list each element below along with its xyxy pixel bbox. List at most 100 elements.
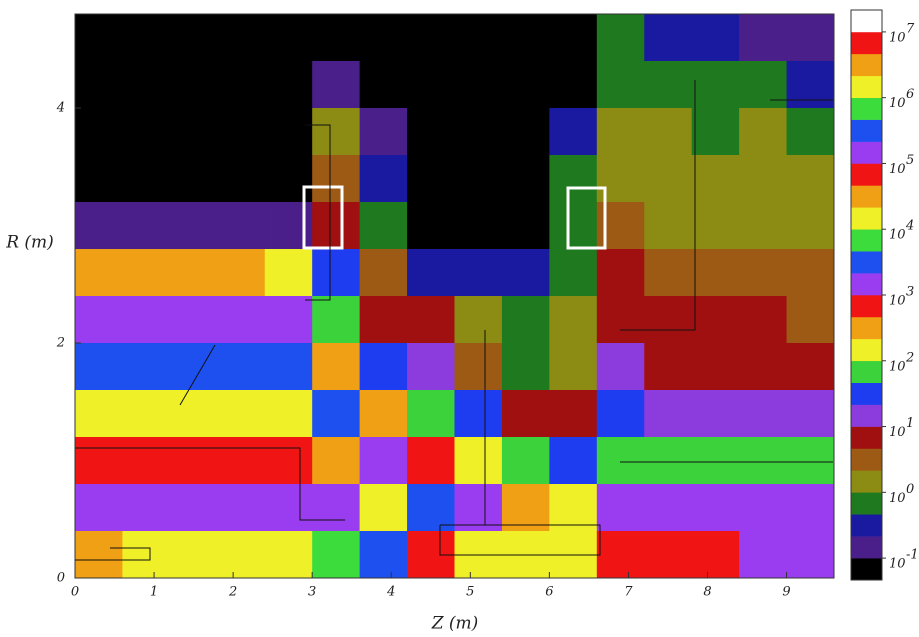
heat-cell (122, 343, 170, 391)
heat-cell (312, 61, 360, 109)
heat-cell (217, 484, 265, 532)
heat-cell (75, 249, 123, 297)
colorbar-band (851, 383, 882, 405)
colorbar-band (851, 317, 882, 339)
page: {"chart_data": { "type": "heatmap", "xla… (0, 0, 919, 637)
heat-cell (787, 108, 835, 156)
heat-cell (739, 296, 787, 344)
heat-cell (549, 108, 597, 156)
heat-cell (549, 249, 597, 297)
heat-cell (407, 296, 455, 344)
heat-cell (502, 437, 550, 485)
x-tick-label: 4 (386, 585, 395, 600)
y-tick-label: 2 (56, 336, 65, 351)
heat-cell (217, 202, 265, 250)
heat-cell (360, 484, 408, 532)
heat-cell (360, 155, 408, 203)
heat-cell (170, 155, 218, 203)
heat-cell (360, 343, 408, 391)
colorbar-tick-base: 10 (889, 30, 906, 45)
heat-cell (265, 61, 313, 109)
heat-cell (502, 61, 550, 109)
heat-cell (122, 108, 170, 156)
heat-cell (75, 14, 123, 62)
y-tick-label: 0 (57, 571, 65, 586)
heat-cell (787, 343, 835, 391)
colorbar-band (851, 120, 882, 142)
heat-cell (312, 531, 360, 579)
heat-cell (217, 437, 265, 485)
heat-cell (312, 390, 360, 438)
heat-cell (407, 14, 455, 62)
heat-cell (75, 437, 123, 485)
heat-cell (455, 343, 503, 391)
heat-cell (739, 249, 787, 297)
heat-cell (122, 296, 170, 344)
heat-cell (644, 155, 692, 203)
colorbar-tick-exponent: 2 (905, 350, 914, 365)
heat-cell (170, 484, 218, 532)
heat-cell (502, 249, 550, 297)
heat-cell (787, 155, 835, 203)
heat-cell (692, 390, 740, 438)
heat-cell (75, 108, 123, 156)
heat-cell (597, 296, 645, 344)
heat-cell (739, 484, 787, 532)
heat-cell (644, 531, 692, 579)
x-tick-label: 7 (624, 585, 633, 600)
heat-cell (739, 343, 787, 391)
heat-cell (312, 437, 360, 485)
heat-cell (644, 108, 692, 156)
heat-cell (739, 390, 787, 438)
heat-cell (739, 14, 787, 62)
heat-cell (739, 531, 787, 579)
heat-cell (787, 531, 835, 579)
heat-cell (692, 531, 740, 579)
heat-cell (75, 531, 123, 579)
x-tick-label: 9 (782, 585, 790, 600)
heat-cell (75, 484, 123, 532)
heat-cell (644, 390, 692, 438)
heat-cell (597, 108, 645, 156)
colorbar-band (851, 536, 882, 558)
heat-cell (170, 437, 218, 485)
heat-cell (692, 296, 740, 344)
heat-cell (75, 202, 123, 250)
heat-cell (692, 202, 740, 250)
heat-cell (549, 343, 597, 391)
colorbar-band (851, 470, 882, 492)
heat-cell (692, 61, 740, 109)
heat-cell (787, 61, 835, 109)
colorbar-band (851, 54, 882, 76)
heat-cell (75, 61, 123, 109)
colorbar-tick-base: 10 (889, 557, 906, 572)
heat-cell (360, 61, 408, 109)
colorbar-tick-exponent: 0 (906, 482, 914, 497)
heat-cell (739, 155, 787, 203)
colorbar-tick-base: 10 (889, 294, 906, 309)
colorbar-tick-exponent: -1 (906, 548, 919, 563)
colorbar-tick-base: 10 (889, 162, 906, 177)
heat-cell (644, 14, 692, 62)
colorbar-tick-exponent: 4 (905, 219, 914, 234)
x-tick-label: 8 (703, 585, 711, 600)
heat-cell (217, 108, 265, 156)
heat-cell (549, 296, 597, 344)
heat-cell (739, 108, 787, 156)
heat-cell (502, 296, 550, 344)
heat-cell (122, 390, 170, 438)
colorbar-tick-exponent: 6 (906, 87, 914, 102)
colorbar-band (851, 163, 882, 185)
heat-cell (170, 390, 218, 438)
chart: R (m) Z (m) 012345678902410-110010110210… (0, 0, 919, 637)
heat-cell (407, 249, 455, 297)
heat-cell (170, 202, 218, 250)
heat-cell (122, 249, 170, 297)
heat-cell (597, 14, 645, 62)
colorbar-tick-exponent: 1 (906, 416, 914, 431)
heat-cell (122, 484, 170, 532)
heat-cell (360, 202, 408, 250)
heat-cell (644, 343, 692, 391)
heat-cell (407, 484, 455, 532)
colorbar-band (851, 448, 882, 470)
